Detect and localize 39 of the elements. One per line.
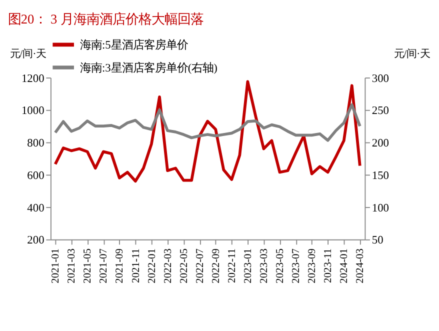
line-series [54, 80, 362, 183]
y-tick-label: 200 [27, 234, 45, 247]
legend-label: 海南:5星酒店客房单价 [80, 38, 188, 52]
x-tick-label: 2021-07 [98, 248, 110, 284]
y2-tick-label: 50 [372, 234, 384, 247]
x-tick-label: 2023-09 [307, 248, 318, 284]
y2-tick-label: 200 [372, 138, 390, 150]
y2-tick-label: 100 [372, 202, 390, 214]
line-series [54, 103, 362, 142]
x-tick-label: 2022-03 [162, 248, 174, 284]
y-axis-title: 元/间·天 [10, 48, 46, 60]
y2-tick-label: 300 [372, 72, 390, 85]
x-tick-label: 2022-09 [210, 248, 222, 284]
y-tick-label: 400 [27, 202, 45, 214]
chart-title: 图20： 3 月海南酒店价格大幅回落 [8, 11, 204, 26]
y2-axis-title: 元/间·天 [394, 48, 430, 60]
legend-label: 海南:3星酒店客房单价(右轴) [80, 61, 218, 74]
x-tick-label: 2024-03 [355, 248, 366, 284]
x-tick-label: 2021-09 [114, 248, 126, 284]
x-tick-label: 2023-05 [275, 248, 286, 284]
y2-tick-label: 250 [372, 105, 390, 118]
y2-tick-label: 150 [372, 170, 390, 182]
x-tick-label: 2021-01 [50, 248, 62, 284]
x-tick-label: 2022-07 [194, 248, 206, 284]
x-tick-label: 2022-05 [178, 248, 190, 284]
x-tick-label: 2023-01 [243, 248, 254, 284]
x-tick-label: 2023-11 [323, 248, 334, 283]
x-tick-label: 2022-01 [146, 248, 158, 284]
y-tick-label: 1000 [21, 105, 45, 118]
x-tick-label: 2021-03 [66, 248, 78, 284]
x-tick-label: 2023-03 [259, 248, 270, 284]
y-tick-label: 600 [27, 170, 45, 182]
x-tick-label: 2022-11 [226, 248, 238, 283]
x-tick-label: 2023-07 [291, 248, 302, 284]
y-tick-label: 800 [27, 138, 45, 150]
x-tick-label: 2021-11 [130, 248, 142, 283]
x-tick-label: 2021-05 [82, 248, 94, 284]
y-tick-label: 1200 [21, 72, 45, 85]
x-tick-label: 2024-01 [339, 248, 350, 284]
